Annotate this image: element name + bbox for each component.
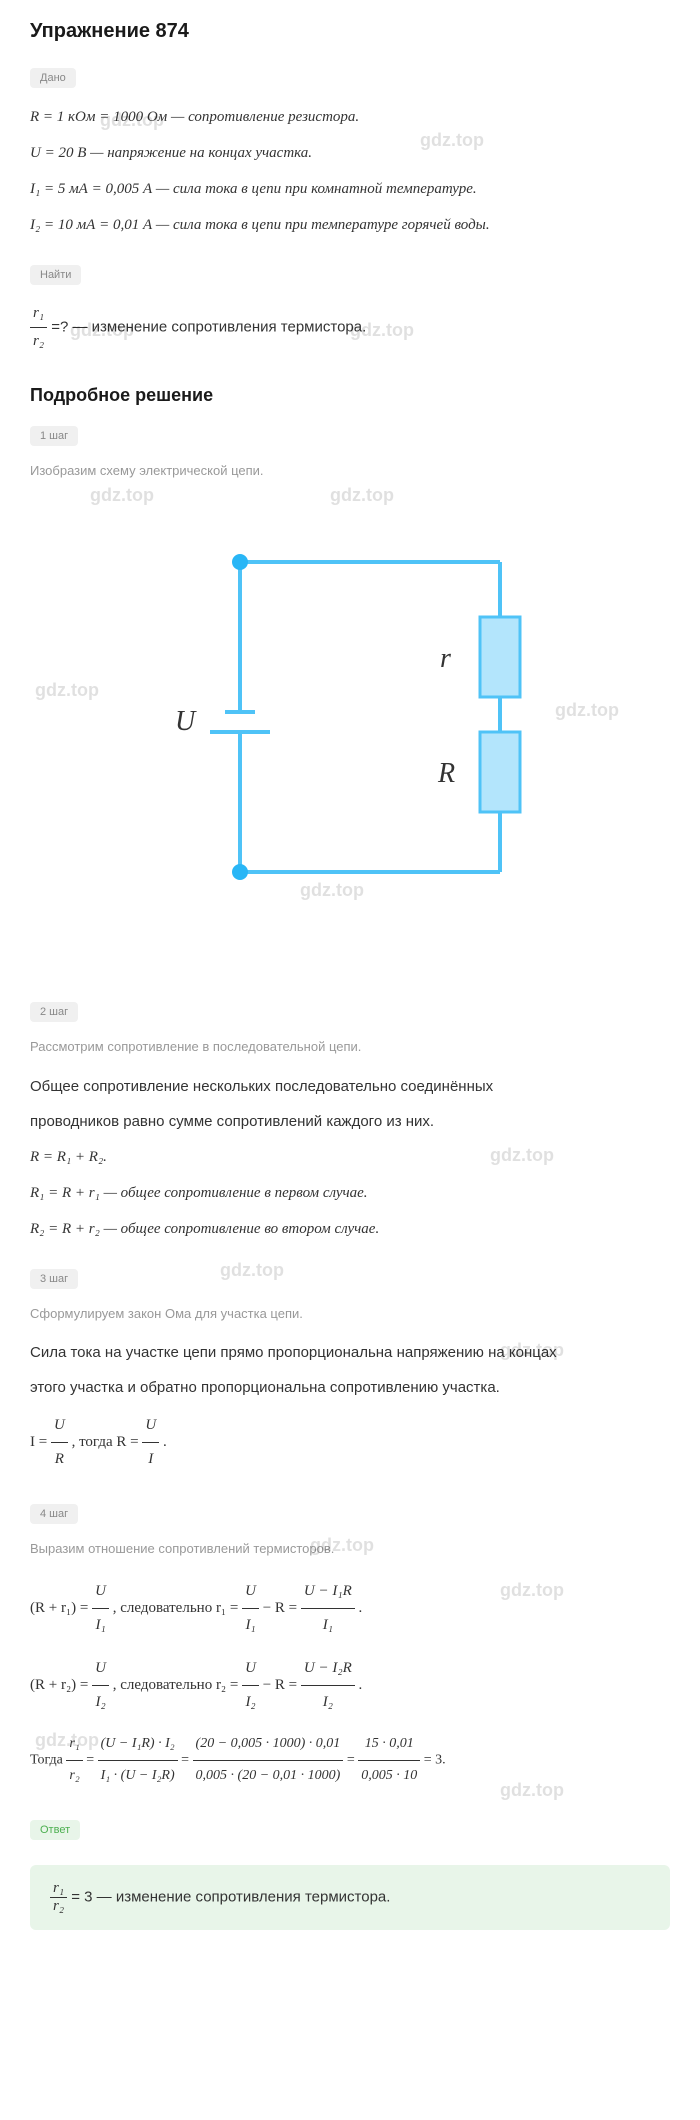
watermark: gdz.top — [220, 1260, 284, 1281]
given-line-3: I₁ = 5 мА = 0,005 А — сила тока в цепи п… — [30, 175, 670, 203]
step1-desc: Изобразим схему электрической цепи. — [30, 461, 670, 482]
circuit-diagram: U r R — [120, 522, 580, 922]
step2-line-1: Общее сопротивление нескольких последова… — [30, 1073, 670, 1100]
circuit-label-R: R — [437, 758, 455, 789]
step2-line-4: R₁ = R + r₁ — общее сопротивление в перв… — [30, 1179, 670, 1207]
solution-title: Подробное решение — [30, 385, 670, 406]
find-badge: Найти — [30, 265, 81, 285]
watermark: gdz.top — [90, 485, 154, 506]
step3-line-2: этого участка и обратно пропорциональна … — [30, 1374, 670, 1401]
exercise-title: Упражнение 874 — [30, 20, 670, 43]
step3-desc: Сформулируем закон Ома для участка цепи. — [30, 1304, 670, 1325]
answer-box: r₁r₂ = 3 — изменение сопротивления терми… — [30, 1865, 670, 1930]
step4-formula-2: (R + r₂) = UI₂ , следовательно r₂ = UI₂ … — [30, 1652, 670, 1719]
watermark: gdz.top — [35, 680, 99, 701]
step2-desc: Рассмотрим сопротивление в последователь… — [30, 1037, 670, 1058]
given-line-1: R = 1 кОм = 1000 Ом — сопротивление рези… — [30, 103, 670, 131]
given-badge: Дано — [30, 68, 76, 88]
step4-badge: 4 шаг — [30, 1504, 78, 1524]
step1-badge: 1 шаг — [30, 426, 78, 446]
given-line-4: I₂ = 10 мА = 0,01 А — сила тока в цепи п… — [30, 211, 670, 239]
step3-line-1: Сила тока на участке цепи прямо пропорци… — [30, 1339, 670, 1366]
step2-line-5: R₂ = R + r₂ — общее сопротивление во вто… — [30, 1215, 670, 1243]
step2-badge: 2 шаг — [30, 1002, 78, 1022]
circuit-label-r: r — [440, 643, 451, 674]
step4-formula-1: (R + r₁) = UI₁ , следовательно r₁ = UI₁ … — [30, 1575, 670, 1642]
step3-badge: 3 шаг — [30, 1269, 78, 1289]
watermark: gdz.top — [330, 485, 394, 506]
step3-formula: I = UR , тогда R = UI . — [30, 1409, 670, 1476]
step2-line-3: R = R₁ + R₂. — [30, 1143, 670, 1171]
step4-formula-3: Тогда r₁r₂ = (U − I₁R) · I₂I₁ · (U − I₂R… — [30, 1729, 670, 1792]
find-line: r₁r₂ =? — изменение сопротивления термис… — [30, 300, 670, 355]
step4-desc: Выразим отношение сопротивлений термисто… — [30, 1539, 670, 1560]
given-line-2: U = 20 В — напряжение на концах участка. — [30, 139, 670, 167]
answer-badge: Ответ — [30, 1820, 80, 1840]
circuit-label-U: U — [175, 706, 197, 737]
step2-line-2: проводников равно сумме сопротивлений ка… — [30, 1108, 670, 1135]
